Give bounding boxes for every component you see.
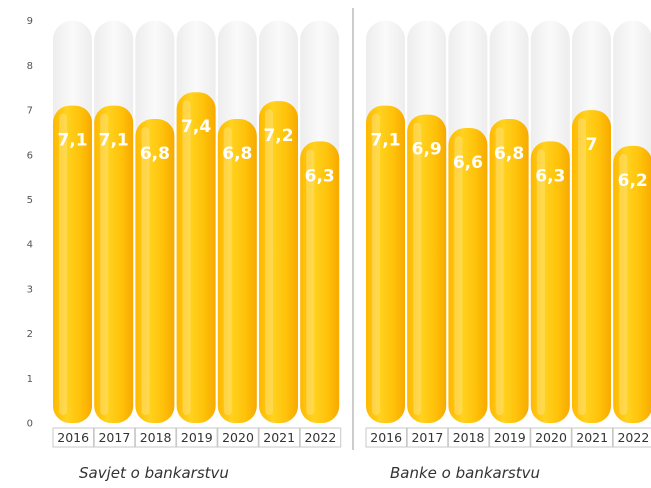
bar — [572, 110, 611, 423]
year-label-box — [365, 427, 407, 448]
bar — [613, 145, 651, 423]
year-label-box — [217, 427, 259, 448]
year-label: 2022 — [304, 430, 336, 445]
y-tick-label: 9 — [27, 16, 33, 27]
year-label-box — [258, 427, 300, 448]
year-label-box — [489, 427, 531, 448]
panel-0: 7,1 2016 7,1 2017 6,8 2018 7,4 2019 6,8 2020 7,2 20… — [52, 20, 342, 448]
year-label-box — [299, 427, 342, 448]
year-label: 2017 — [411, 430, 443, 445]
panel-1: 7,1 2016 6,9 2017 6,6 2018 6,8 2019 6,3 2020 7 2021… — [365, 20, 651, 448]
y-tick-label: 2 — [27, 329, 33, 340]
bar-highlight — [223, 127, 232, 415]
value-label: 7,1 — [370, 131, 400, 151]
year-label: 2019 — [494, 430, 526, 445]
bar-highlight — [495, 127, 504, 415]
value-label: 6,8 — [222, 144, 252, 164]
bar-highlight — [59, 113, 67, 415]
year-label: 2017 — [98, 430, 130, 445]
y-tick-label: 4 — [27, 240, 33, 251]
panel-title-savjet: Savjet o bankarstvu — [79, 464, 229, 482]
panels: 7,1 2016 7,1 2017 6,8 2018 7,4 2019 6,8 2020 7,2 20… — [52, 20, 651, 448]
year-label: 2018 — [140, 430, 172, 445]
bar — [135, 119, 175, 423]
year-label: 2020 — [222, 430, 254, 445]
panel-title-banke: Banke o bankarstvu — [390, 464, 540, 482]
year-label-box — [93, 427, 136, 448]
value-label: 7,1 — [57, 131, 87, 151]
y-tick-label: 1 — [27, 374, 33, 385]
y-tick-label: 0 — [27, 419, 33, 430]
bar-highlight — [536, 149, 545, 415]
year-label-box — [406, 427, 449, 448]
value-label: 6,8 — [140, 144, 170, 164]
bar-highlight — [306, 149, 315, 415]
bar — [94, 105, 134, 423]
year-label: 2022 — [617, 430, 649, 445]
bar-highlight — [454, 135, 463, 416]
bar — [53, 105, 92, 423]
year-label: 2021 — [263, 430, 295, 445]
bar — [489, 119, 529, 423]
year-label: 2018 — [453, 430, 485, 445]
y-tick-label: 8 — [27, 61, 33, 72]
year-label-box — [176, 427, 218, 448]
year-label-box — [571, 427, 613, 448]
value-label: 6,3 — [535, 166, 565, 186]
bar — [448, 127, 488, 423]
value-label: 7,1 — [99, 131, 129, 151]
y-axis: 0 1 2 3 4 5 6 7 8 9 — [27, 16, 33, 429]
y-tick-label: 3 — [27, 284, 33, 295]
y-tick-label: 5 — [27, 195, 33, 206]
bar-highlight — [413, 122, 422, 415]
bar-highlight — [372, 113, 380, 415]
year-label-box — [134, 427, 177, 448]
bar — [530, 141, 570, 423]
value-label: 6,2 — [618, 171, 648, 191]
bar-highlight — [619, 153, 628, 416]
bar — [407, 114, 447, 423]
value-label: 6,9 — [412, 140, 442, 160]
year-label-box — [530, 427, 572, 448]
bar — [259, 101, 298, 423]
bar-highlight — [182, 100, 191, 415]
year-label-box — [612, 427, 651, 448]
year-label: 2019 — [181, 430, 213, 445]
value-label: 6,6 — [453, 153, 483, 173]
value-label: 7,4 — [181, 117, 211, 137]
year-label: 2021 — [576, 430, 608, 445]
bar — [300, 141, 340, 423]
bar-highlight — [265, 109, 273, 415]
year-label: 2016 — [370, 430, 402, 445]
y-tick-label: 7 — [27, 106, 33, 117]
value-label: 7,2 — [263, 126, 293, 146]
bar-highlight — [141, 127, 150, 415]
bar-highlight — [578, 118, 586, 415]
bar — [217, 119, 257, 423]
y-tick-label: 6 — [27, 150, 33, 161]
year-label: 2020 — [535, 430, 567, 445]
year-label: 2016 — [57, 430, 89, 445]
year-label-box — [52, 427, 94, 448]
value-label: 6,3 — [305, 166, 335, 186]
bar-highlight — [100, 113, 109, 415]
value-label: 6,8 — [494, 144, 524, 164]
bar — [366, 105, 405, 423]
year-label-box — [447, 427, 490, 448]
value-label: 7 — [586, 135, 598, 155]
bar — [176, 92, 216, 423]
